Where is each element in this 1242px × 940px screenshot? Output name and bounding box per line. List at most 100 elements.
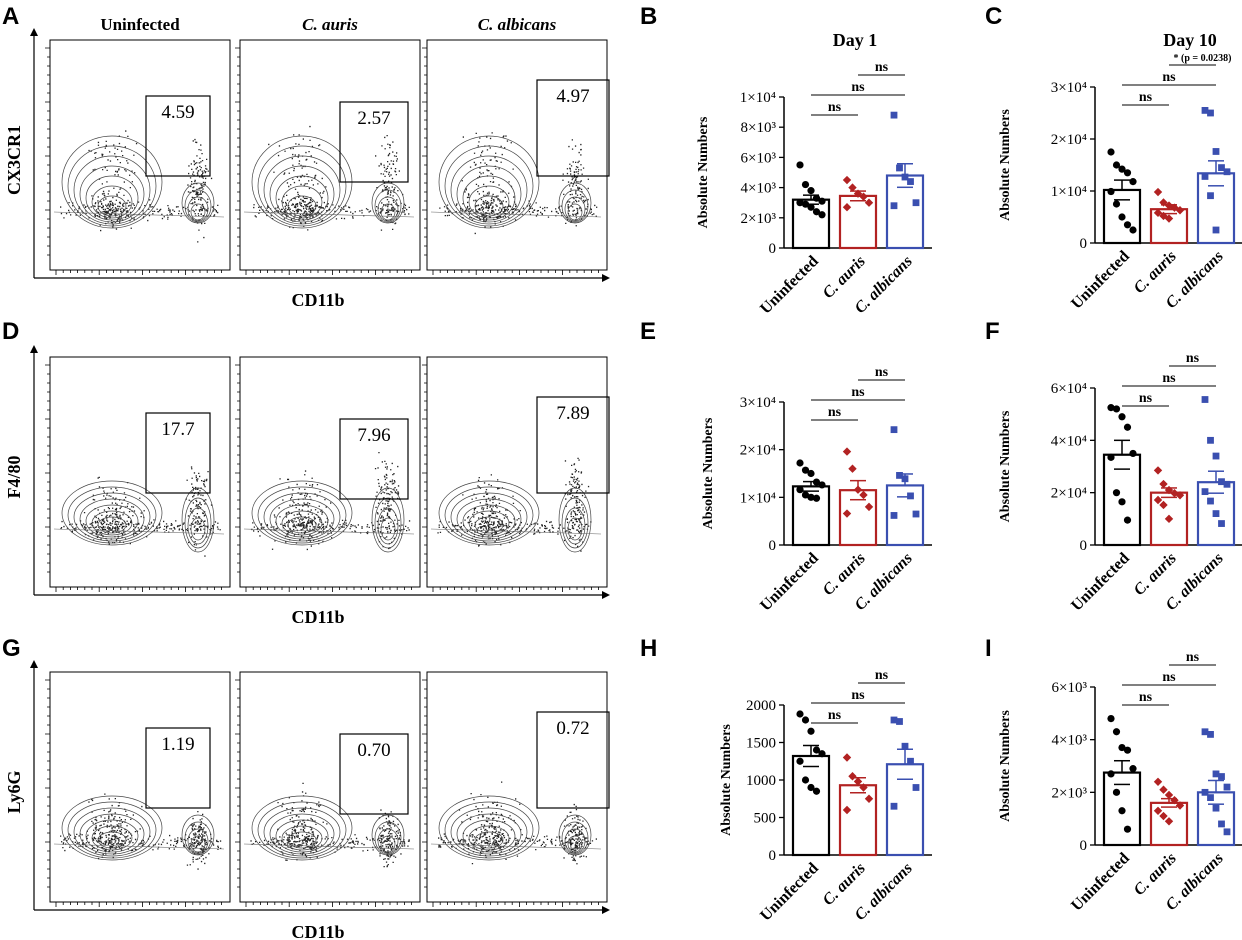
gate-percentage: 1.19 xyxy=(161,734,194,755)
flow-plot: 7.89 xyxy=(422,356,610,592)
data-point xyxy=(796,161,804,169)
flow-contour xyxy=(187,507,209,545)
data-point xyxy=(1159,198,1168,207)
gate-percentage: 2.57 xyxy=(357,108,390,129)
y-axis-arrowhead xyxy=(30,345,38,353)
flow-contour-bridge xyxy=(243,528,415,535)
data-point xyxy=(1153,466,1163,475)
flow-contour xyxy=(281,825,323,851)
flow-contour xyxy=(438,135,540,229)
flow-contour xyxy=(181,182,215,224)
y-tick-label: 4×10³ xyxy=(1052,733,1088,749)
flow-contour xyxy=(281,185,323,219)
flow-y-axis-label: CX3CR1 xyxy=(4,125,24,195)
panel-label-a: A xyxy=(2,3,20,30)
data-point xyxy=(812,787,821,795)
flow-contour xyxy=(287,195,317,217)
flow-contour xyxy=(73,492,151,542)
data-point xyxy=(796,757,804,765)
flow-contour xyxy=(558,487,592,553)
gate-box xyxy=(536,711,610,809)
flow-plot: 0.72 xyxy=(422,671,610,907)
data-point xyxy=(1223,828,1231,836)
significance-label: ns xyxy=(851,385,865,400)
data-point xyxy=(1201,788,1209,796)
data-point xyxy=(1107,453,1115,461)
flow-contour xyxy=(184,821,212,855)
flow-plot: 4.97 xyxy=(422,39,610,275)
gate-box xyxy=(536,396,610,494)
y-tick-label: 2000 xyxy=(746,698,776,714)
data-point xyxy=(1159,479,1168,489)
flow-y-ticks xyxy=(45,364,50,573)
flow-contour xyxy=(269,813,335,855)
significance-label: ns xyxy=(875,668,889,683)
flow-contour xyxy=(91,185,133,219)
flow-x-ticks xyxy=(245,270,412,275)
flow-x-ticks xyxy=(55,270,222,275)
data-point xyxy=(912,784,920,791)
flow-contour xyxy=(377,828,399,854)
data-point xyxy=(1107,715,1115,723)
data-point xyxy=(1123,423,1132,431)
data-point xyxy=(1107,404,1115,412)
flow-y-ticks xyxy=(235,364,240,573)
data-point xyxy=(1129,226,1137,234)
flow-contour xyxy=(263,807,341,857)
category-label: Uninfected xyxy=(757,860,822,925)
flow-contour xyxy=(462,504,516,538)
data-point xyxy=(907,492,914,500)
flow-contour xyxy=(269,165,335,223)
y-tick-label: 6×10⁴ xyxy=(1051,381,1087,397)
flow-contour xyxy=(61,135,163,229)
data-point xyxy=(1201,173,1209,180)
flow-plot: 7.96 xyxy=(235,356,421,592)
data-point xyxy=(818,481,826,489)
flow-contour xyxy=(181,487,215,553)
data-point xyxy=(807,783,815,792)
flow-contour xyxy=(374,821,402,855)
y-tick-label: 8×10³ xyxy=(741,120,777,136)
flow-contour xyxy=(374,189,402,223)
y-axis-arrowhead xyxy=(30,28,38,36)
flow-contour xyxy=(438,795,540,861)
data-point xyxy=(1175,801,1185,810)
flow-x-ticks xyxy=(55,587,222,592)
data-point xyxy=(896,164,903,172)
flow-contour xyxy=(181,814,215,856)
panel-label-f: F xyxy=(985,318,1000,345)
flow-contour xyxy=(85,819,139,853)
flow-contour xyxy=(187,828,209,854)
data-point xyxy=(818,750,826,758)
flow-contour xyxy=(73,155,151,225)
data-point xyxy=(1123,516,1132,524)
data-point xyxy=(1164,201,1174,210)
flow-dots xyxy=(251,452,411,551)
data-point xyxy=(890,111,898,119)
data-point xyxy=(1201,488,1209,496)
data-point xyxy=(1118,498,1126,506)
flow-contour xyxy=(474,831,504,849)
flow-contour xyxy=(263,155,341,225)
flow-contour xyxy=(456,813,522,855)
flow-contour xyxy=(73,807,151,857)
data-point xyxy=(1207,731,1214,738)
bar xyxy=(1196,791,1236,847)
y-tick-label: 1500 xyxy=(746,736,776,752)
data-point xyxy=(1112,489,1121,497)
y-tick-label: 1×10⁴ xyxy=(740,90,776,106)
data-point xyxy=(807,469,815,478)
category-label: Uninfected xyxy=(1068,550,1133,615)
flow-x-ticks xyxy=(55,902,222,907)
data-point xyxy=(864,198,874,207)
data-point xyxy=(853,485,863,494)
significance-label: ns xyxy=(851,80,865,95)
flow-contour xyxy=(67,801,157,859)
data-point xyxy=(801,491,810,499)
flow-contour xyxy=(450,155,528,225)
day1-title: Day 1 xyxy=(832,30,878,50)
flow-contour xyxy=(61,795,163,861)
flow-contour xyxy=(564,828,586,854)
data-point xyxy=(1212,804,1220,812)
